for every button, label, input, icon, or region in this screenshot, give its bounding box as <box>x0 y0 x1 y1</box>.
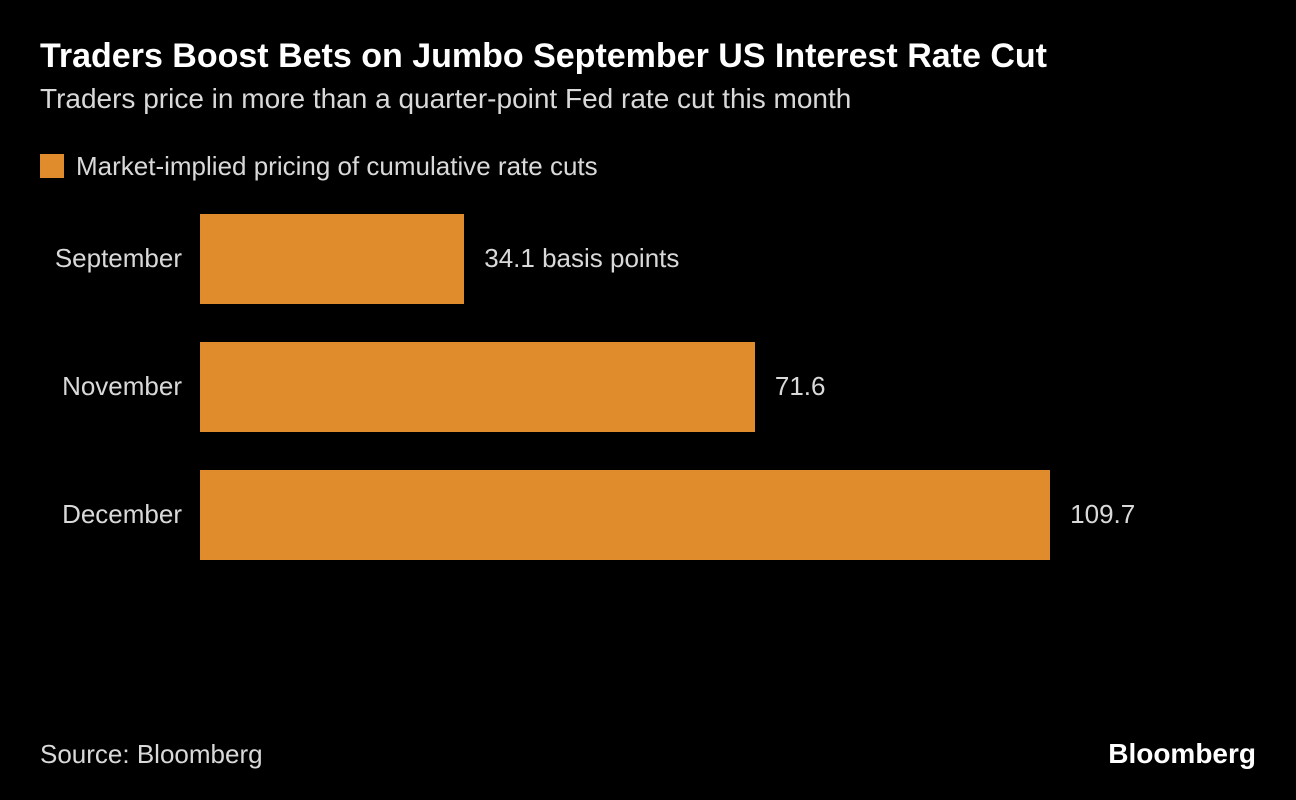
legend-swatch <box>40 154 64 178</box>
bar-track: 71.6 <box>200 342 1256 432</box>
bar <box>200 470 1050 560</box>
category-label: September <box>40 243 200 274</box>
chart-row: December 109.7 <box>40 470 1256 560</box>
chart-title: Traders Boost Bets on Jumbo September US… <box>40 36 1256 77</box>
legend: Market-implied pricing of cumulative rat… <box>40 151 1256 182</box>
chart-subtitle: Traders price in more than a quarter-poi… <box>40 83 1256 115</box>
bar <box>200 214 464 304</box>
category-label: December <box>40 499 200 530</box>
chart-row: November 71.6 <box>40 342 1256 432</box>
value-label: 71.6 <box>775 371 826 402</box>
brand-logo: Bloomberg <box>1108 738 1256 770</box>
bar-track: 34.1 basis points <box>200 214 1256 304</box>
chart-container: Traders Boost Bets on Jumbo September US… <box>0 0 1296 800</box>
value-label: 34.1 basis points <box>484 243 679 274</box>
footer: Source: Bloomberg Bloomberg <box>40 738 1256 770</box>
source-text: Source: Bloomberg <box>40 739 263 770</box>
category-label: November <box>40 371 200 402</box>
chart-row: September 34.1 basis points <box>40 214 1256 304</box>
value-label: 109.7 <box>1070 499 1135 530</box>
bar-chart: September 34.1 basis points November 71.6 De… <box>40 214 1256 560</box>
legend-label: Market-implied pricing of cumulative rat… <box>76 151 598 182</box>
bar <box>200 342 755 432</box>
bar-track: 109.7 <box>200 470 1256 560</box>
